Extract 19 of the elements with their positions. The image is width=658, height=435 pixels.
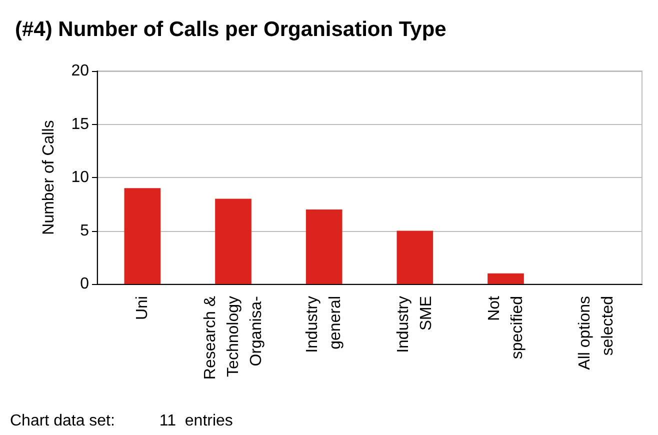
bar	[124, 188, 161, 284]
x-tick-label: Industry SME	[394, 296, 435, 353]
chart-title: (#4) Number of Calls per Organisation Type	[15, 18, 446, 41]
x-tick-label: Research & Technology Organisa-	[202, 296, 265, 380]
x-tick-label: Not specified	[486, 295, 526, 360]
x-tick-label: All options selected	[576, 296, 617, 370]
y-tick-label: 15	[71, 116, 90, 133]
y-axis-title: Number of Calls	[40, 120, 58, 235]
y-tick-label: 10	[71, 169, 90, 186]
x-tick-label: Uni	[134, 296, 151, 320]
bar	[488, 273, 524, 284]
bar	[215, 198, 252, 284]
y-tick-label: 20	[71, 62, 90, 80]
bar	[396, 230, 434, 284]
y-tick-label: 5	[80, 222, 90, 240]
bar	[306, 209, 342, 284]
x-tick-label: Industry general	[304, 296, 344, 353]
y-tick-label: 0	[80, 276, 90, 292]
text: Chart data set: 11 entries	[10, 412, 233, 430]
